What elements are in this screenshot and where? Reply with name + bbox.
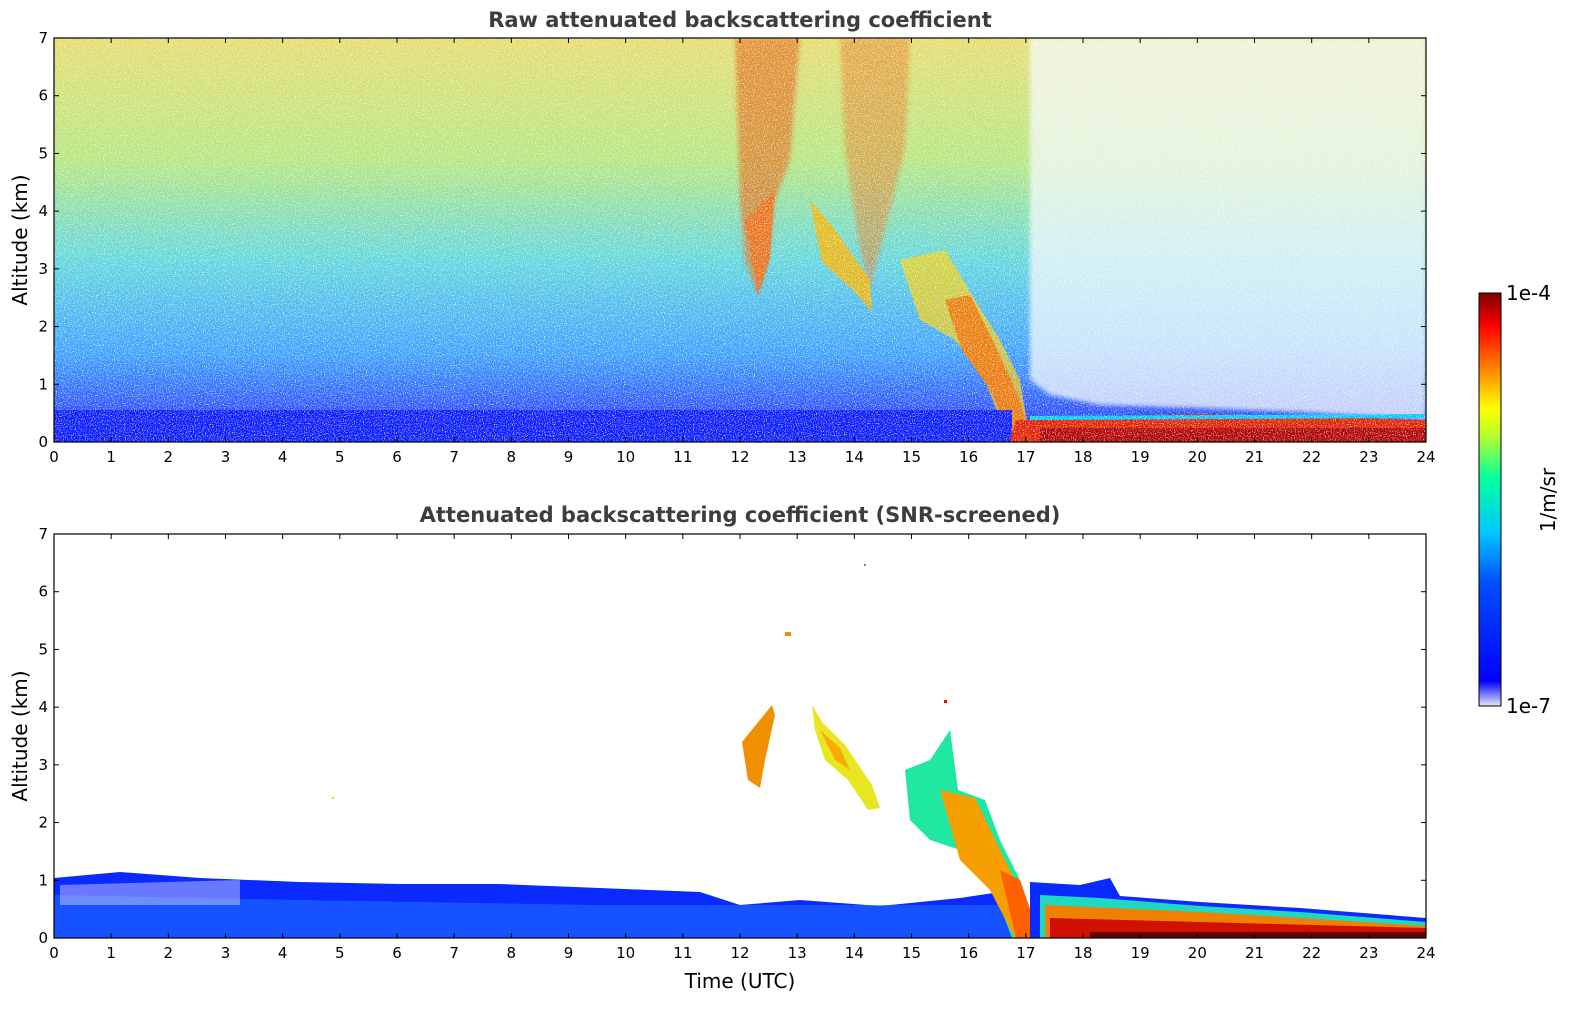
- colorbar-gradient: [1478, 292, 1502, 707]
- screened-heatmap: [54, 564, 1426, 938]
- x-tick-label: 4: [278, 944, 288, 962]
- screened-plot-frame: [53, 533, 1427, 939]
- x-tick-label: 20: [1188, 944, 1207, 962]
- x-tick-label: 24: [1416, 944, 1435, 962]
- colorbar-unit-label: 1/m/sr: [1536, 467, 1560, 532]
- x-tick-label: 10: [616, 448, 635, 466]
- x-tick-label: 6: [392, 448, 402, 466]
- x-tick-label: 3: [221, 448, 231, 466]
- x-tick-label: 24: [1416, 448, 1435, 466]
- screened-panel: Attenuated backscattering coefficient (S…: [8, 503, 1436, 993]
- y-tick-label: 2: [38, 814, 48, 832]
- colorbar-min-label: 1e-7: [1506, 694, 1551, 718]
- screened-y-axis-label: Altitude (km): [8, 670, 32, 801]
- screened-panel-title: Attenuated backscattering coefficient (S…: [420, 503, 1061, 527]
- x-tick-label: 21: [1245, 448, 1264, 466]
- y-tick-label: 6: [38, 87, 48, 105]
- x-tick-label: 1: [106, 448, 116, 466]
- y-tick-label: 4: [38, 202, 48, 220]
- y-tick-label: 7: [38, 29, 48, 47]
- y-tick-label: 7: [38, 525, 48, 543]
- x-tick-label: 18: [1073, 944, 1092, 962]
- x-tick-label: 20: [1188, 448, 1207, 466]
- raw-panel: Raw attenuated backscattering coefficien…: [8, 8, 1436, 466]
- y-tick-label: 4: [38, 698, 48, 716]
- x-tick-label: 4: [278, 448, 288, 466]
- screened-axis-ticks: 0 1 2 3 4 5 6 7 8 9 10 11 12 13 14 15 16 17 18 19 20 21 22 23 24…: [38, 525, 1435, 962]
- x-tick-label: 3: [221, 944, 231, 962]
- x-tick-label: 22: [1302, 448, 1321, 466]
- x-tick-label: 9: [564, 448, 574, 466]
- raw-axis-ticks: 0 1 2 3 4 5 6 7 8 9 10 11 12 13 14 15 16 17 18 19 20 21 22 23 24…: [38, 29, 1435, 466]
- x-tick-label: 16: [959, 448, 978, 466]
- x-tick-label: 8: [507, 944, 517, 962]
- x-tick-label: 9: [564, 944, 574, 962]
- x-axis-label: Time (UTC): [684, 969, 796, 993]
- x-tick-label: 6: [392, 944, 402, 962]
- colorbar: 1e-4 1e-7 1/m/sr: [1478, 281, 1560, 718]
- raw-y-axis-label: Altitude (km): [8, 174, 32, 305]
- colorbar-max-label: 1e-4: [1506, 281, 1551, 305]
- y-tick-label: 1: [38, 871, 48, 889]
- x-tick-label: 21: [1245, 944, 1264, 962]
- x-tick-label: 11: [673, 944, 692, 962]
- x-tick-label: 8: [507, 448, 517, 466]
- x-tick-label: 1: [106, 944, 116, 962]
- x-tick-label: 22: [1302, 944, 1321, 962]
- x-tick-label: 5: [335, 944, 345, 962]
- x-tick-label: 10: [616, 944, 635, 962]
- y-tick-label: 2: [38, 318, 48, 336]
- x-tick-label: 17: [1016, 448, 1035, 466]
- x-tick-label: 7: [449, 944, 459, 962]
- x-tick-label: 12: [730, 448, 749, 466]
- x-tick-label: 18: [1073, 448, 1092, 466]
- y-tick-label: 0: [38, 433, 48, 451]
- x-tick-label: 5: [335, 448, 345, 466]
- raw-panel-title: Raw attenuated backscattering coefficien…: [488, 8, 992, 32]
- y-tick-label: 5: [38, 144, 48, 162]
- y-tick-label: 3: [38, 756, 48, 774]
- y-tick-label: 6: [38, 583, 48, 601]
- x-tick-label: 23: [1359, 944, 1378, 962]
- x-tick-label: 14: [845, 448, 864, 466]
- x-tick-label: 19: [1131, 944, 1150, 962]
- x-tick-label: 0: [49, 944, 59, 962]
- x-tick-label: 23: [1359, 448, 1378, 466]
- x-tick-label: 12: [730, 944, 749, 962]
- x-tick-label: 2: [164, 944, 174, 962]
- y-tick-label: 5: [38, 640, 48, 658]
- x-tick-label: 0: [49, 448, 59, 466]
- x-tick-label: 13: [788, 448, 807, 466]
- x-tick-label: 14: [845, 944, 864, 962]
- x-tick-label: 17: [1016, 944, 1035, 962]
- x-tick-label: 13: [788, 944, 807, 962]
- x-tick-label: 2: [164, 448, 174, 466]
- x-tick-label: 15: [902, 944, 921, 962]
- y-tick-label: 3: [38, 260, 48, 278]
- y-tick-label: 0: [38, 929, 48, 947]
- x-tick-label: 19: [1131, 448, 1150, 466]
- y-tick-label: 1: [38, 375, 48, 393]
- x-tick-label: 7: [449, 448, 459, 466]
- x-tick-label: 11: [673, 448, 692, 466]
- x-tick-label: 16: [959, 944, 978, 962]
- raw-heatmap: [54, 38, 1426, 442]
- x-tick-label: 15: [902, 448, 921, 466]
